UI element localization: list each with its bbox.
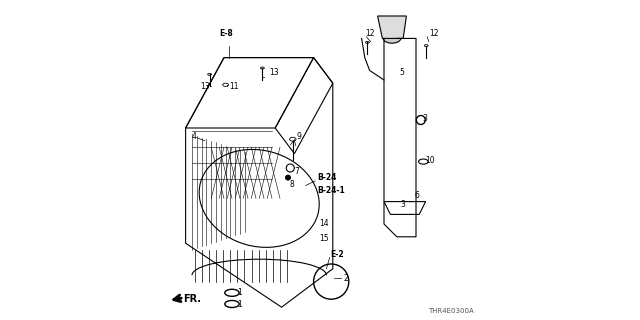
- Text: 12: 12: [365, 29, 374, 38]
- Text: B-24-1: B-24-1: [317, 186, 344, 195]
- Text: 10: 10: [425, 156, 435, 164]
- Text: 5: 5: [399, 68, 404, 76]
- Text: 8: 8: [290, 180, 294, 188]
- Text: 3: 3: [400, 200, 405, 209]
- Circle shape: [285, 175, 291, 180]
- Text: E-8: E-8: [219, 29, 233, 38]
- Ellipse shape: [424, 45, 428, 47]
- Text: 1: 1: [237, 288, 242, 297]
- Ellipse shape: [397, 202, 406, 211]
- Text: THR4E0300A: THR4E0300A: [428, 308, 474, 314]
- Ellipse shape: [207, 74, 211, 76]
- Text: FR.: FR.: [183, 294, 201, 304]
- Ellipse shape: [365, 42, 369, 44]
- Ellipse shape: [223, 83, 228, 86]
- Ellipse shape: [260, 67, 264, 69]
- Polygon shape: [378, 16, 406, 38]
- Text: 15: 15: [319, 234, 329, 243]
- Text: 9: 9: [297, 132, 302, 140]
- Polygon shape: [384, 202, 426, 214]
- Text: 12: 12: [429, 29, 438, 38]
- Text: 14: 14: [319, 220, 329, 228]
- Text: B-24: B-24: [317, 173, 336, 182]
- Ellipse shape: [419, 159, 428, 164]
- Text: 6: 6: [415, 191, 419, 200]
- Text: 7: 7: [294, 167, 300, 176]
- Ellipse shape: [383, 34, 401, 43]
- Text: 3: 3: [422, 114, 428, 123]
- Text: 4: 4: [191, 132, 196, 140]
- Text: 1: 1: [237, 300, 242, 309]
- Text: 13: 13: [269, 68, 278, 76]
- Ellipse shape: [289, 137, 296, 141]
- Text: 11: 11: [230, 82, 239, 91]
- Text: 13: 13: [201, 82, 211, 91]
- Ellipse shape: [416, 116, 425, 124]
- Text: 2: 2: [343, 274, 348, 283]
- Text: E-2: E-2: [330, 250, 344, 259]
- Ellipse shape: [286, 164, 294, 172]
